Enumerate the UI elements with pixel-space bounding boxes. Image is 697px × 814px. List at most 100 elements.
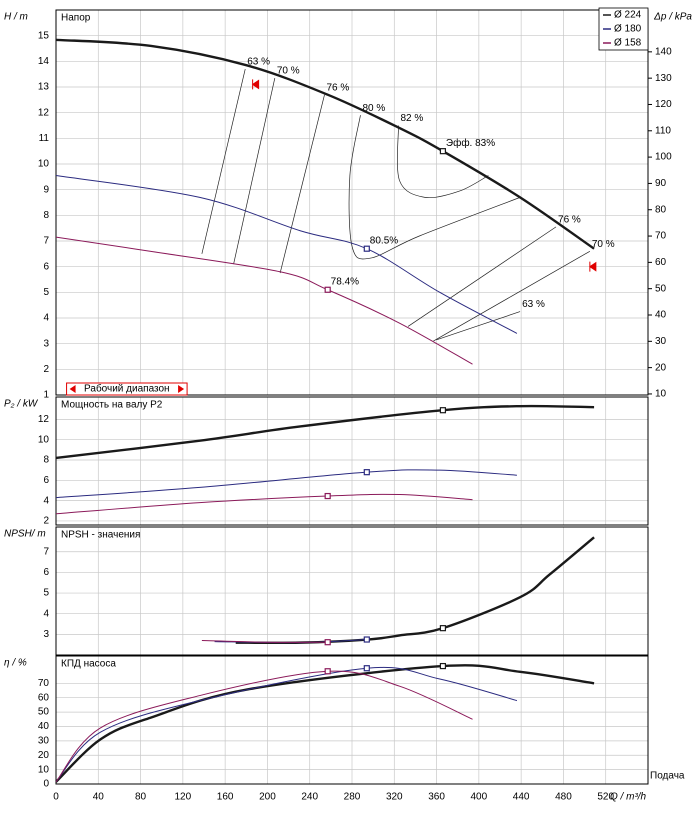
duty-point	[324, 286, 331, 293]
y-tick-label: 40	[38, 721, 50, 732]
y2-tick-label: 140	[655, 46, 672, 57]
y-tick-label: 50	[38, 707, 50, 718]
duty-point	[363, 636, 370, 643]
y-tick-label: 20	[38, 750, 50, 761]
y-axis-label: H / m	[4, 12, 28, 23]
y-tick-label: 12	[38, 107, 50, 118]
iso-efficiency-line	[396, 125, 489, 199]
y-tick-label: 6	[43, 567, 49, 578]
y2-tick-label: 10	[655, 389, 667, 400]
x-tick-label: 80	[135, 792, 147, 803]
iso-efficiency-line	[407, 226, 557, 327]
x-tick-label: 240	[301, 792, 318, 803]
y-tick-label: 5	[43, 287, 49, 298]
curve	[55, 469, 517, 499]
duty-point	[324, 639, 331, 646]
iso-efficiency-label: 63 %	[247, 57, 270, 68]
y-axis-label: η / %	[4, 658, 27, 669]
y-tick-label: 4	[43, 313, 49, 324]
y2-tick-label: 80	[655, 204, 667, 215]
iso-efficiency-line	[433, 250, 591, 342]
curve	[201, 640, 328, 643]
panel-title: NPSH - значения	[61, 530, 140, 541]
operating-range-label: Рабочий диапазон	[84, 383, 170, 395]
y-tick-label: 2	[43, 364, 49, 375]
iso-efficiency-line	[233, 77, 276, 265]
y2-tick-label: 40	[655, 310, 667, 321]
x-tick-label: 160	[217, 792, 234, 803]
panel-title: Напор	[61, 13, 91, 24]
x-tick-label: 120	[175, 792, 192, 803]
legend-label: Ø 158	[614, 38, 642, 49]
iso-efficiency-line	[279, 94, 325, 274]
x-axis-label: Q / m³/h	[610, 792, 647, 803]
duty-point	[363, 665, 370, 672]
iso-efficiency-label: 76 %	[558, 215, 581, 226]
panel-frame	[55, 526, 649, 656]
iso-efficiency-line	[436, 311, 521, 341]
y-tick-label: 9	[43, 184, 49, 195]
curve	[55, 38, 595, 250]
y2-tick-label: 130	[655, 73, 672, 84]
x-tick-label: 280	[344, 792, 361, 803]
y2-tick-label: 30	[655, 336, 667, 347]
x-tick-label: 400	[471, 792, 488, 803]
x-tick-label: 200	[259, 792, 276, 803]
y-tick-label: 6	[43, 261, 49, 272]
y-tick-label: 10	[38, 159, 50, 170]
y-tick-label: 5	[43, 588, 49, 599]
duty-point-label: 80.5%	[370, 235, 398, 246]
y2-tick-label: 100	[655, 152, 672, 163]
y-tick-label: 14	[38, 56, 50, 67]
x-tick-label: 40	[93, 792, 105, 803]
panel-frame	[55, 396, 649, 526]
y-tick-label: 12	[38, 414, 50, 425]
duty-point	[324, 492, 331, 500]
y2-tick-label: 50	[655, 283, 667, 294]
limit-marker	[588, 261, 597, 272]
x-tick-label: 480	[555, 792, 572, 803]
y2-tick-label: 70	[655, 231, 667, 242]
y-tick-label: 30	[38, 735, 50, 746]
panel-frame	[55, 9, 649, 396]
y2-tick-label: 20	[655, 362, 667, 373]
y-tick-label: 10	[38, 434, 50, 445]
y2-tick-label: 90	[655, 178, 667, 189]
duty-point	[363, 469, 370, 476]
x-tick-label: 440	[513, 792, 530, 803]
y-tick-label: 11	[39, 133, 50, 144]
curve	[235, 536, 595, 645]
curve	[55, 664, 595, 783]
y2-axis-label: Δp / kPa	[653, 12, 692, 23]
x-tick-label: 0	[53, 792, 59, 803]
x-tick-label: 360	[428, 792, 445, 803]
operating-range	[66, 382, 188, 396]
duty-point	[324, 668, 331, 675]
curve	[55, 670, 473, 783]
panel-title: Мощность на валу P2	[61, 400, 163, 411]
duty-point-label: Эфф. 83%	[446, 137, 495, 149]
y-tick-label: 4	[43, 495, 49, 506]
duty-point-label: 78.4%	[331, 276, 359, 287]
y-tick-label: 13	[38, 82, 50, 93]
curve	[55, 175, 518, 334]
y-tick-label: 4	[43, 608, 49, 619]
y-tick-label: 7	[43, 236, 49, 247]
curve	[55, 493, 473, 515]
y-tick-label: 0	[43, 779, 49, 790]
x-tick-label: 520	[597, 792, 614, 803]
iso-efficiency-label: 63 %	[522, 299, 545, 310]
panel-title: КПД насоса	[61, 659, 116, 670]
duty-point	[439, 662, 447, 670]
y-axis-label: P₂ / kW	[4, 399, 39, 410]
iso-efficiency-label: 70 %	[592, 239, 615, 250]
panel-frame	[55, 655, 649, 785]
iso-efficiency-line	[201, 68, 246, 254]
duty-point	[363, 245, 370, 252]
duty-point	[439, 148, 447, 155]
y-tick-label: 2	[43, 516, 49, 527]
iso-efficiency-label: 80 %	[362, 103, 385, 114]
iso-efficiency-label: 82 %	[401, 113, 424, 124]
x-axis-caption: Подача	[650, 771, 685, 782]
